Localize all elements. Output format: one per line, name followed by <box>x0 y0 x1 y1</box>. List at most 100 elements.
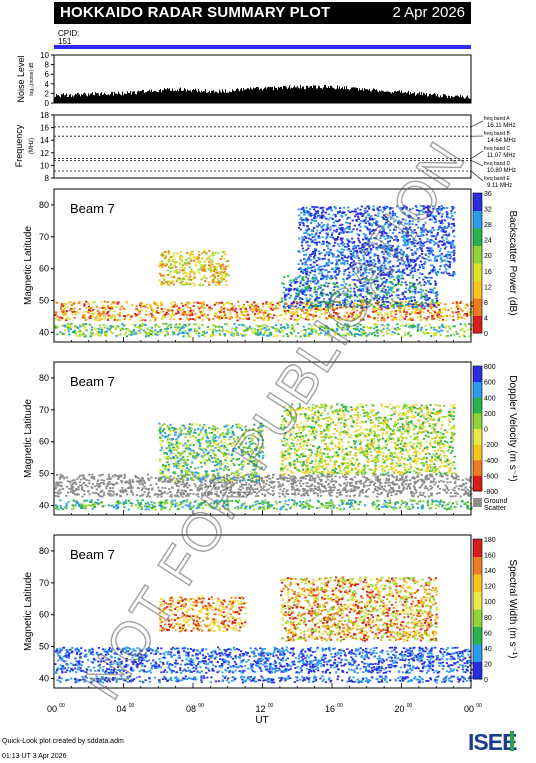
lat-tick-label: 60 <box>39 264 49 274</box>
echo-cell <box>391 207 394 209</box>
echo-cell <box>87 310 90 312</box>
echo-cell <box>409 297 413 300</box>
echo-cell <box>315 329 318 332</box>
echo-cell <box>102 314 106 317</box>
echo-cell <box>384 291 387 294</box>
echo-cell <box>443 226 446 229</box>
echo-cell <box>145 332 148 335</box>
echo-cell <box>140 309 143 311</box>
echo-cell <box>186 252 189 255</box>
echo-cell <box>203 332 206 335</box>
echo-cell <box>208 261 211 263</box>
echo-cell <box>302 301 305 304</box>
echo-cell <box>367 207 371 210</box>
echo-cell <box>196 257 199 260</box>
echo-cell <box>214 251 217 254</box>
echo-cell <box>257 330 260 333</box>
echo-cell <box>386 216 389 219</box>
echo-cell <box>163 315 167 318</box>
echo-cell <box>234 316 238 319</box>
echo-cell <box>403 296 406 298</box>
echo-cell <box>299 218 302 220</box>
echo-cell <box>409 241 412 244</box>
echo-cell <box>368 327 371 330</box>
echo-cell <box>367 239 370 242</box>
echo-cell <box>422 331 425 334</box>
echo-cell <box>381 298 384 301</box>
echo-cell <box>431 317 434 320</box>
echo-cell <box>372 306 376 308</box>
echo-cell <box>408 479 411 482</box>
echo-cell <box>356 228 359 231</box>
echo-cell <box>302 270 305 273</box>
echo-cell <box>428 303 432 306</box>
echo-cell <box>321 300 324 303</box>
echo-cell <box>55 301 59 304</box>
echo-cell <box>413 251 417 253</box>
echo-cell <box>84 329 87 331</box>
echo-cell <box>326 233 329 236</box>
echo-cell <box>315 282 318 285</box>
echo-cell <box>348 211 352 214</box>
echo-cell <box>193 301 196 304</box>
echo-cell <box>370 303 373 306</box>
echo-cell <box>124 324 127 326</box>
echo-cell <box>324 275 327 278</box>
echo-cell <box>155 311 158 314</box>
echo-cell <box>384 205 387 208</box>
echo-cell <box>352 247 355 250</box>
echo-cell <box>414 264 417 267</box>
echo-cell <box>169 282 173 285</box>
echo-cell <box>142 329 145 332</box>
echo-cell <box>400 257 403 259</box>
echo-cell <box>315 211 318 214</box>
echo-cell <box>377 258 380 261</box>
echo-cell <box>338 304 341 307</box>
echo-cell <box>396 323 399 326</box>
echo-cell <box>310 488 313 491</box>
echo-cell <box>302 476 306 479</box>
echo-cell <box>390 273 393 276</box>
echo-cell <box>77 327 80 330</box>
echo-cell <box>434 272 438 275</box>
echo-cell <box>337 254 340 257</box>
echo-cell <box>325 306 328 308</box>
echo-cell <box>399 271 402 274</box>
echo-cell <box>299 259 302 262</box>
echo-cell <box>253 307 257 310</box>
echo-cell <box>169 264 172 267</box>
echo-cell <box>444 303 447 306</box>
echo-cell <box>333 286 336 288</box>
echo-cell <box>395 265 398 268</box>
echo-cell <box>366 220 370 223</box>
echo-cell <box>325 278 328 280</box>
echo-cell <box>398 304 401 307</box>
echo-cell <box>410 319 413 321</box>
echo-cell <box>185 272 188 274</box>
echo-cell <box>455 301 459 304</box>
echo-cell <box>171 266 174 269</box>
echo-cell <box>308 335 311 337</box>
echo-cell <box>365 225 368 228</box>
echo-cell <box>428 259 431 262</box>
echo-cell <box>299 228 302 231</box>
echo-cell <box>320 215 323 218</box>
echo-cell <box>316 306 319 309</box>
echo-cell <box>388 211 391 214</box>
echo-cell <box>313 299 317 302</box>
echo-cell <box>241 334 244 337</box>
echo-cell <box>285 303 288 305</box>
echo-cell <box>408 302 412 305</box>
echo-cell <box>418 254 421 257</box>
echo-cell <box>367 300 370 303</box>
frequency-band-name: freq band A <box>484 116 510 122</box>
echo-cell <box>386 332 389 335</box>
echo-cell <box>413 301 416 304</box>
echo-cell <box>182 308 185 311</box>
frequency-tick-label: 8 <box>45 174 50 183</box>
echo-cell <box>138 304 142 307</box>
echo-cell <box>394 226 397 229</box>
echo-cell <box>221 263 225 266</box>
echo-cell <box>388 265 392 268</box>
echo-cell <box>345 318 348 321</box>
